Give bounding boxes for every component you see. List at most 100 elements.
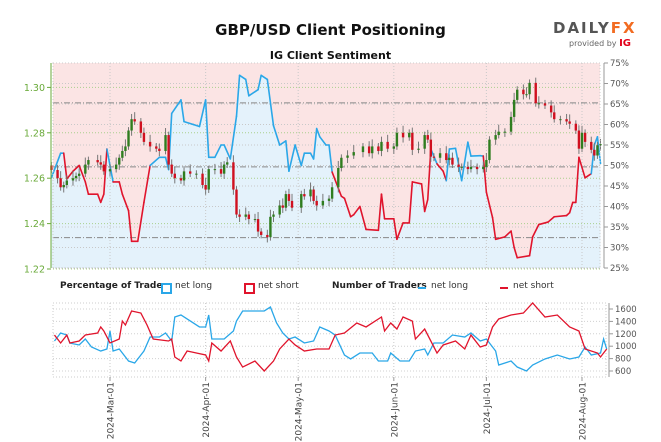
sentiment-line-segment [553,214,568,218]
sentiment-line-segment [315,127,321,138]
sentiment-line-segment [516,254,531,259]
price-tick-label: 1.24 [24,219,45,230]
sentiment-line-segment [445,148,451,182]
sentiment-line-segment [423,198,429,213]
sentiment-line-segment [436,163,444,173]
candle-body [62,185,65,188]
candle-body [525,94,528,96]
percent-tick-label: 60% [610,121,629,131]
candle-body [509,116,513,132]
sentiment-line-segment [272,124,281,146]
date-tick-label: 2024-Mar-01 [107,382,117,439]
sentiment-line-segment [408,181,414,224]
sentiment-line-segment [260,74,269,81]
sentiment-line-segment [359,205,367,231]
candle-body [537,103,541,105]
sentiment-line-segment [257,74,262,91]
candle-body [235,189,238,215]
sentiment-line-segment [504,230,512,238]
candle-body [429,139,433,157]
sentiment-line-segment [352,205,361,216]
sentiment-line-segment [192,123,201,128]
candle-body [65,180,69,186]
sentiment-line-segment [538,221,549,226]
sentiment-line-segment [596,136,602,165]
candle-body [266,234,269,238]
date-tick-label: 2024-Jul-01 [483,382,493,434]
sentiment-line-segment [143,164,151,204]
candle-body [303,194,306,197]
candle-body [417,148,420,150]
sentiment-line-segment [136,201,145,243]
candle-body [438,153,442,158]
candle-body [148,141,152,147]
sentiment-line-segment [235,74,241,118]
logo-daily: DAILY [553,19,611,37]
candle-body [124,146,127,151]
percent-tick-label: 45% [610,182,629,192]
candle-body [423,135,426,149]
sentiment-line-segment [238,74,247,81]
candle-body [315,200,318,206]
sentiment-line-segment [72,164,80,173]
candle-body [367,146,371,154]
candle-body [226,162,229,165]
sentiment-line-segment [318,136,327,146]
legend-num-net-long-line [418,287,426,289]
sentiment-line-segment [248,88,259,97]
candle-body [281,205,284,208]
sentiment-line-segment [491,216,497,241]
candle-body [371,146,374,154]
candle-body [222,164,226,174]
legend-num-net-short-line [500,287,508,289]
percent-tick-label: 70% [610,80,629,90]
candle-body [377,146,380,151]
candle-body [287,194,291,201]
candle-body [466,166,470,170]
candle-body [522,89,525,95]
percent-tick-label: 65% [610,100,629,110]
candle-body [590,141,593,150]
candle-body [352,152,355,156]
sentiment-line-segment [411,181,423,185]
sentiment-line-segment [448,147,457,150]
legend-num-net-long: net long [431,281,469,291]
price-tick-label: 1.30 [24,83,45,94]
sentiment-line-segment [66,170,74,180]
candle-body [244,214,247,217]
candle-body [426,135,429,140]
candle-body [337,167,340,188]
sentiment-line-segment [590,144,596,175]
candle-body [108,169,112,172]
candle-body [71,178,75,181]
sentiment-line-segment [300,152,306,167]
legend-net-short-box [244,283,255,294]
percent-tick-label: 40% [610,203,629,213]
traders-tick-label: 1400 [615,317,637,327]
traders-line-net-short [53,302,608,372]
traders-tick-label: 1000 [615,342,637,352]
sentiment-line-segment [198,99,207,128]
sentiment-line-segment [460,141,469,182]
percent-tick-label: 75% [610,59,629,69]
candle-body [485,160,488,167]
sentiment-line-segment [513,246,519,259]
candle-body [201,173,204,186]
legend-net-long-box [161,283,172,294]
candle-body [327,198,331,201]
candle-body [213,169,217,171]
dailyfx-logo: DAILYFX provided by IG [553,19,635,49]
sentiment-line-segment [149,156,161,167]
candle-body [475,166,479,170]
candle-body [380,141,383,151]
candle-body [114,164,118,170]
date-tick-label: 2024-Jun-01 [390,382,400,437]
sentiment-line-segment [288,144,296,173]
legend-percentage-label: Percentage of Traders [60,281,173,291]
candle-body [534,82,537,104]
candle-body [583,132,587,142]
candle-body [543,103,547,106]
candle-body [139,121,143,133]
sentiment-line-segment [380,193,386,220]
candle-body [599,144,602,146]
